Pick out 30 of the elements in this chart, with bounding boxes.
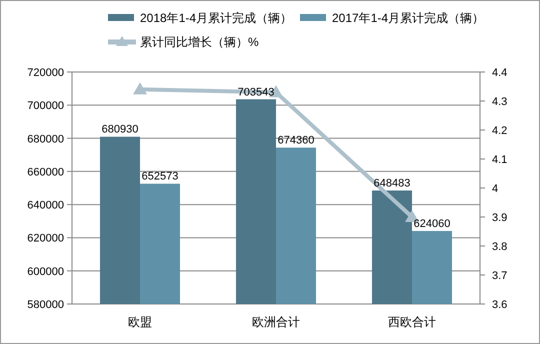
y-tick-label: 680000 bbox=[27, 133, 64, 146]
data-label: 624060 bbox=[414, 218, 450, 230]
x-tick-label: 欧盟 bbox=[128, 315, 152, 329]
legend-label: 累计同比增长（辆）% bbox=[140, 35, 259, 49]
data-label: 703543 bbox=[238, 86, 274, 98]
point bbox=[133, 82, 147, 94]
x-tick-label: 西欧合计 bbox=[388, 315, 436, 329]
y-tick-label: 660000 bbox=[27, 166, 64, 178]
y2-tick-label: 4.2 bbox=[492, 125, 508, 137]
y-tick-label: 700000 bbox=[27, 100, 64, 112]
data-label: 680930 bbox=[102, 124, 138, 136]
y2-tick-label: 4.4 bbox=[492, 67, 508, 79]
y-tick-label: 620000 bbox=[27, 232, 64, 245]
y2-tick-label: 3.9 bbox=[492, 212, 508, 224]
data-label: 674360 bbox=[278, 134, 314, 147]
y2-tick-label: 4 bbox=[492, 183, 498, 195]
y2-tick-label: 3.6 bbox=[492, 299, 508, 311]
y-tick-label: 640000 bbox=[27, 200, 64, 212]
y2-tick-label: 4.3 bbox=[492, 96, 508, 108]
legend-label: 2017年1-4月累计完成（辆） bbox=[332, 11, 484, 25]
y2-tick-label: 4.1 bbox=[492, 154, 508, 166]
y-tick-label: 720000 bbox=[27, 67, 64, 79]
data-label: 648483 bbox=[374, 178, 410, 190]
y-tick-label: 600000 bbox=[27, 266, 64, 278]
y2-tick-label: 3.8 bbox=[492, 241, 508, 253]
y-tick-label: 580000 bbox=[27, 299, 64, 311]
data-label: 652573 bbox=[142, 170, 178, 183]
x-tick-label: 欧洲合计 bbox=[252, 315, 300, 329]
legend-label: 2018年1-4月累计完成（辆） bbox=[140, 11, 292, 25]
y2-tick-label: 3.7 bbox=[492, 270, 508, 282]
